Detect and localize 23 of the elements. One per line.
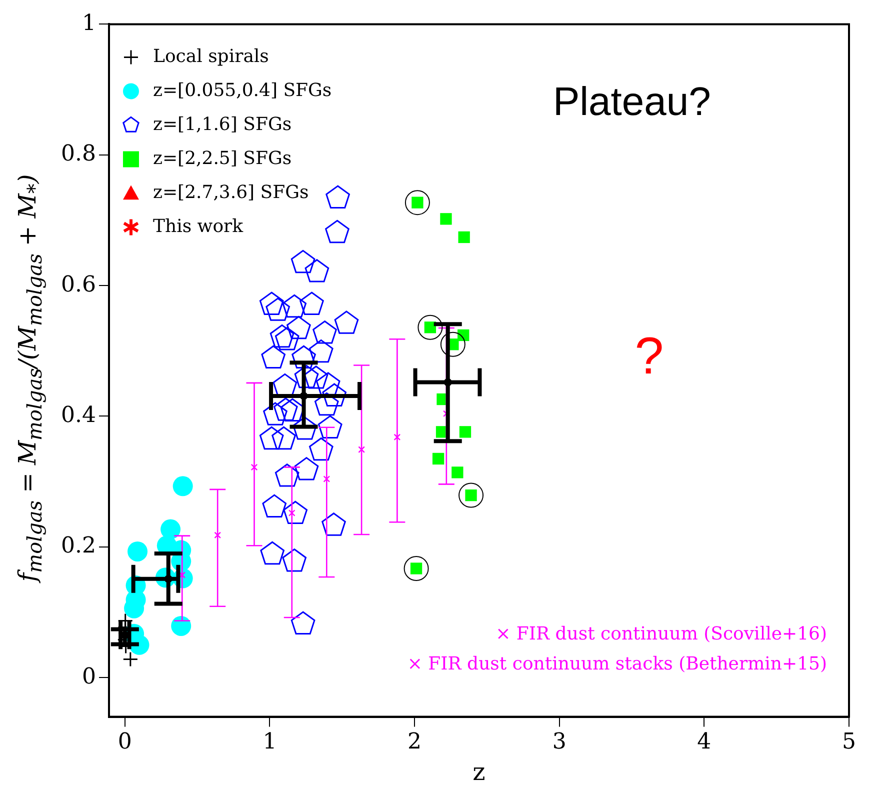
x-tick-label: 4	[697, 730, 712, 755]
legend-label: This work	[152, 216, 244, 237]
y-tick-label: 0.2	[60, 534, 96, 559]
annotation: × FIR dust continuum (Scoville+16)	[496, 623, 827, 644]
y-tick-label: 0.6	[60, 272, 96, 298]
legend-label: z=[2.7,3.6] SFGs	[152, 182, 309, 203]
y-tick-label: 0	[82, 664, 96, 690]
x-axis-title: z	[472, 758, 486, 786]
annotation: Plateau?	[552, 80, 711, 124]
x-tick-label: 2	[408, 730, 422, 755]
y-tick-label: 0.8	[60, 142, 96, 167]
annotation: ?	[634, 328, 664, 386]
legend-label: z=[1,1.6] SFGs	[152, 114, 292, 135]
x-tick-label: 1	[262, 730, 277, 755]
legend-label: Local spirals	[152, 46, 269, 67]
annotation: × FIR dust continuum stacks (Bethermin+15)	[407, 653, 827, 674]
x-tick-label: 0	[118, 730, 132, 755]
x-tick-label: 5	[842, 730, 856, 755]
y-tick-label: 1	[82, 10, 96, 36]
legend-label: z=[0.055,0.4] SFGs	[152, 80, 332, 101]
y-tick-label: 0.4	[60, 402, 96, 428]
legend-label: z=[2,2.5] SFGs	[152, 148, 292, 169]
x-tick-label: 3	[552, 730, 566, 755]
